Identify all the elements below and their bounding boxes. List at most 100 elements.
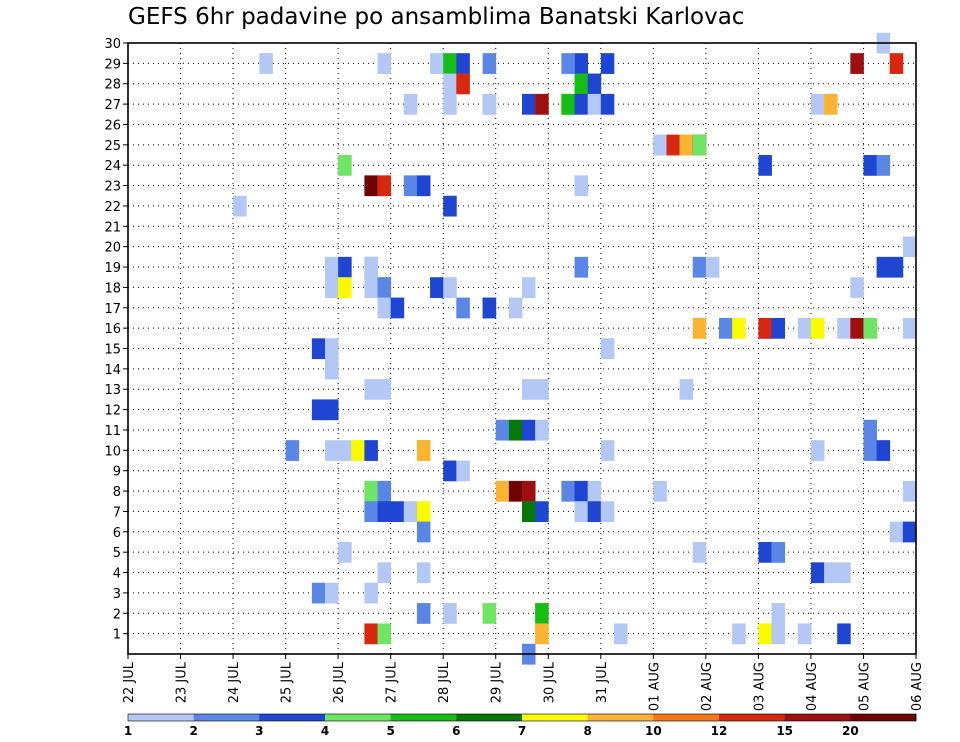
y-tick-label: 28 — [104, 78, 121, 93]
x-tick-label: 03 AUG — [752, 662, 767, 711]
x-tick-label: 22 JUL — [122, 661, 137, 703]
heatmap-cell — [364, 440, 378, 461]
heatmap-cell — [443, 73, 457, 95]
heatmap-cell — [377, 175, 392, 197]
heatmap-cell — [482, 53, 497, 74]
heatmap-cell — [653, 134, 667, 156]
heatmap-cell — [758, 155, 772, 176]
colorbar-swatch — [719, 714, 786, 721]
heatmap-cell — [535, 419, 549, 441]
heatmap-cell — [902, 317, 917, 339]
heatmap-cell — [600, 93, 615, 115]
heatmap-cell — [810, 317, 825, 339]
x-tick-label: 28 JUL — [437, 661, 452, 703]
heatmap-cell — [692, 541, 707, 563]
heatmap-cell — [837, 562, 851, 584]
heatmap-cell — [416, 562, 431, 584]
heatmap-cell — [535, 501, 549, 523]
heatmap-cell — [325, 440, 339, 461]
heatmap-cell — [390, 297, 405, 319]
chart-title: GEFS 6hr padavine po ansamblima Banatski… — [128, 4, 744, 30]
x-tick-label: 24 JUL — [227, 661, 242, 703]
heatmap-cell — [430, 277, 444, 298]
heatmap-cell — [377, 623, 392, 645]
colorbar-swatch — [850, 714, 917, 721]
heatmap-cell — [850, 53, 864, 74]
heatmap-cell — [311, 399, 326, 421]
y-tick-label: 12 — [104, 404, 121, 419]
heatmap-cell — [508, 297, 523, 319]
colorbar-swatch — [522, 714, 589, 721]
y-tick-label: 27 — [104, 98, 121, 113]
heatmap-cell — [311, 338, 326, 360]
y-tick-label: 18 — [104, 281, 121, 296]
heatmap-cell — [561, 480, 575, 502]
colorbar-swatch — [325, 714, 392, 721]
heatmap-cell — [325, 338, 339, 360]
colorbar-swatch — [128, 714, 195, 721]
heatmap-cell — [719, 317, 733, 339]
heatmap-cell — [574, 175, 589, 197]
heatmap-cell — [535, 603, 549, 624]
heatmap-cell — [377, 501, 392, 523]
heatmap-cell — [377, 277, 392, 298]
heatmap-cell — [600, 440, 615, 461]
heatmap-cell — [889, 53, 904, 74]
heatmap-cell — [403, 501, 418, 523]
heatmap-cell — [416, 603, 431, 624]
heatmap-cell — [692, 134, 707, 156]
heatmap-cell — [574, 93, 589, 115]
heatmap-cell — [456, 53, 470, 74]
heatmap-cell — [587, 73, 602, 95]
heatmap-cell — [600, 338, 615, 360]
colorbar-label: 3 — [255, 724, 263, 738]
colorbar-label: 6 — [452, 724, 460, 738]
heatmap-cell — [338, 440, 352, 461]
heatmap-cell — [561, 53, 575, 74]
y-tick-label: 20 — [104, 241, 121, 256]
colorbar-label: 5 — [386, 724, 394, 738]
heatmap-cell — [364, 480, 378, 502]
y-tick-label: 16 — [104, 322, 121, 337]
heatmap-cell — [377, 297, 392, 319]
heatmap-cell — [732, 317, 746, 339]
heatmap-cell — [443, 195, 457, 217]
colorbar-swatch — [193, 714, 260, 721]
colorbar-swatch — [653, 714, 720, 721]
x-tick-label: 06 AUG — [910, 662, 925, 711]
heatmap-cell — [522, 277, 536, 298]
y-tick-label: 3 — [113, 587, 121, 602]
heatmap-cell — [876, 440, 891, 461]
y-tick-label: 1 — [113, 628, 121, 643]
x-tick-label: 23 JUL — [175, 661, 190, 703]
heatmap-cell — [482, 93, 497, 115]
heatmap-cell — [771, 317, 786, 339]
heatmap-cell — [311, 582, 326, 604]
heatmap-cell — [837, 623, 851, 645]
heatmap-cell — [758, 317, 772, 339]
x-tick-label: 02 AUG — [700, 662, 715, 711]
heatmap-cell — [771, 623, 786, 645]
colorbar-swatch — [390, 714, 457, 721]
y-tick-label: 2 — [113, 607, 121, 622]
heatmap-cell — [443, 277, 457, 298]
heatmap-cell — [600, 501, 615, 523]
heatmap-cell — [574, 501, 589, 523]
x-tick-label: 30 JUL — [542, 661, 557, 703]
heatmap-cell — [574, 480, 589, 502]
colorbar-swatch — [259, 714, 326, 721]
y-tick-label: 22 — [104, 200, 121, 215]
y-tick-label: 5 — [113, 546, 121, 561]
heatmap-cell — [364, 256, 378, 278]
heatmap-cell — [403, 175, 418, 197]
heatmap-cell — [325, 358, 339, 380]
heatmap-cell — [416, 175, 431, 197]
heatmap-cell — [456, 297, 470, 319]
heatmap-cell — [364, 277, 378, 298]
x-tick-label: 04 AUG — [805, 662, 820, 711]
heatmap-cell — [587, 93, 602, 115]
heatmap-cell — [259, 53, 273, 74]
y-tick-label: 11 — [104, 424, 121, 439]
heatmap-cell — [824, 93, 838, 115]
